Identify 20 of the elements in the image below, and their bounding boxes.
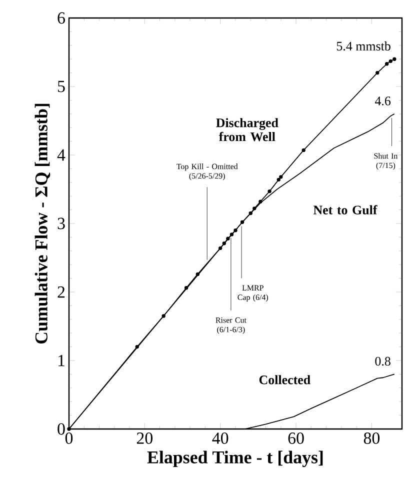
text: Net to Gulf (313, 205, 378, 214)
y-tick-label: 6 (58, 12, 65, 24)
x-tick-label: 0 (65, 432, 72, 444)
data-label: 0.8 (375, 356, 390, 366)
series-label: Discharged from Well (216, 118, 278, 142)
series-label: Collected (259, 375, 310, 384)
x-tick-label: 80 (364, 432, 380, 444)
y-tick-label: 1 (58, 354, 64, 366)
y-tick-label: 4 (57, 149, 66, 161)
y-tick-label: 0 (57, 423, 65, 435)
y-tick-label: 2 (58, 286, 64, 298)
x-tick-label: 40 (212, 432, 228, 444)
y-axis-title: Cumulative Flow - ΣQ [mmstb] (34, 104, 50, 344)
x-tick-label: 20 (136, 432, 152, 444)
data-label: 5.4 mmstb (336, 41, 390, 51)
y-tick-label: 3 (58, 218, 65, 230)
x-axis-title: Elapsed Time - t [days] (147, 450, 322, 468)
y-tick-label: 5 (58, 80, 65, 92)
data-label: 4.6 (374, 96, 390, 106)
x-tick-label: 60 (288, 432, 304, 444)
